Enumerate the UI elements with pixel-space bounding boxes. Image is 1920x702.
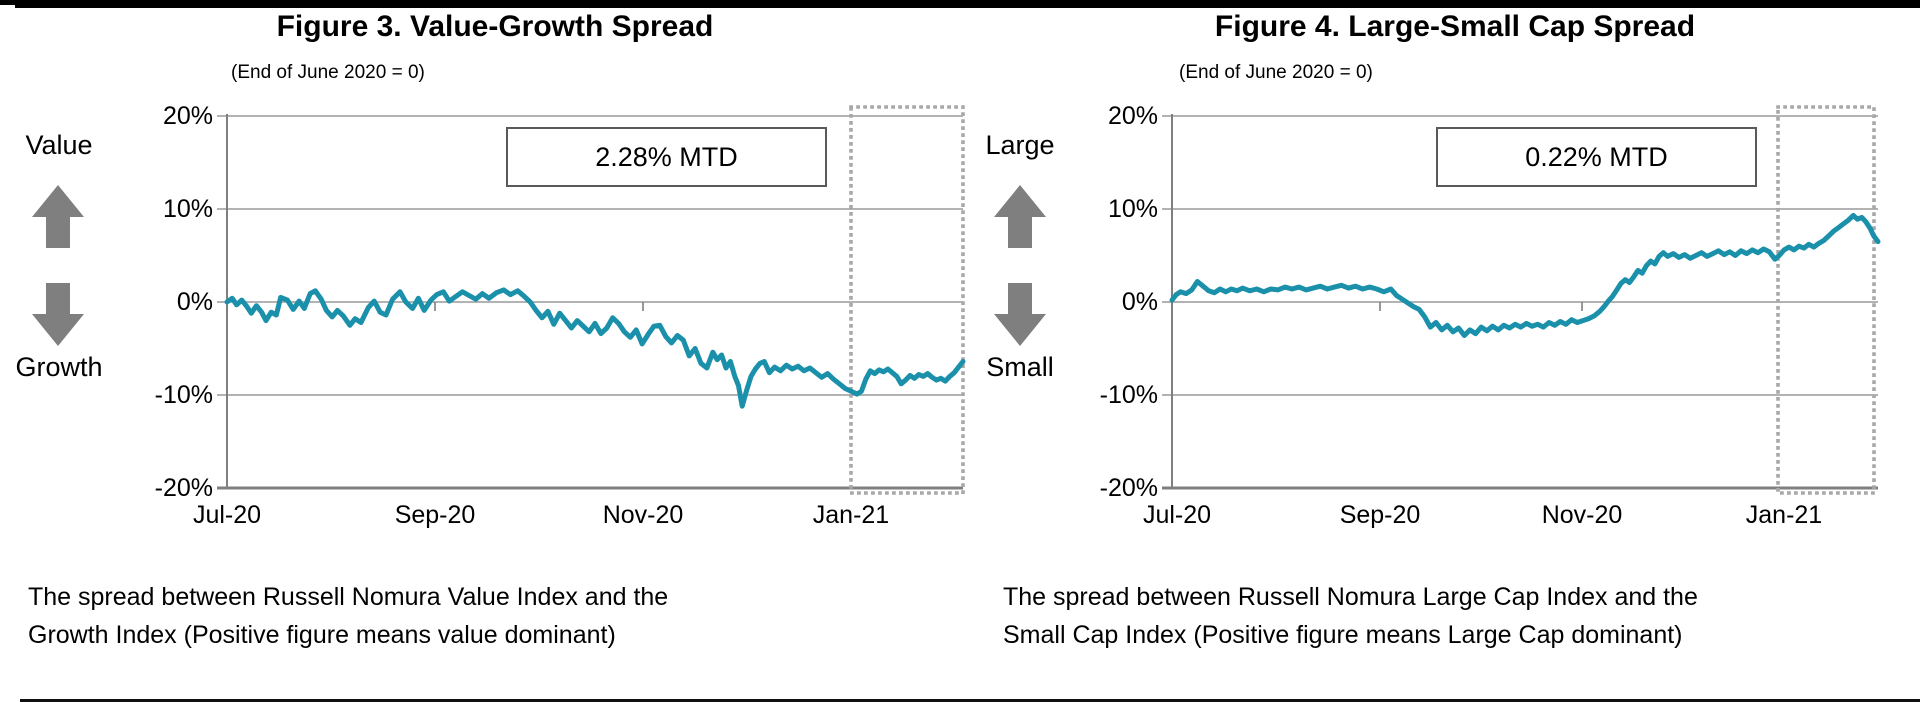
y-tick-label: -20% [1099, 474, 1158, 502]
series-line [1169, 213, 1881, 338]
figure4-up-label: Large [985, 130, 1055, 160]
figure4-down-label: Small [986, 352, 1054, 382]
x-tick-label: Nov-20 [602, 501, 684, 529]
caption-line: The spread between Russell Nomura Value … [28, 583, 669, 611]
figure3-down-label: Growth [15, 352, 103, 382]
y-tick-label: 0% [176, 288, 213, 316]
caption-line: The spread between Russell Nomura Large … [1003, 583, 1698, 611]
x-tick-label: Sep-20 [1339, 501, 1421, 529]
figure4-mtd-value: 0.22% MTD [1525, 142, 1668, 172]
figure3-caption: The spread between Russell Nomura Value … [28, 578, 668, 654]
x-tick-label: Nov-20 [1541, 501, 1623, 529]
top-border-notch [0, 5, 15, 8]
figure3-up-label: Value [25, 130, 93, 160]
x-tick-label: Jan-21 [812, 501, 890, 529]
figure3-mtd-value: 2.28% MTD [595, 142, 738, 172]
highlight-period-box [1776, 105, 1876, 495]
y-tick-label: 10% [162, 195, 213, 223]
y-tick-label: 20% [162, 102, 213, 130]
figure4-mtd-annotation-box: 0.22% MTD [1436, 127, 1757, 187]
figure4-subtitle: (End of June 2020 = 0) [1179, 62, 1373, 83]
down-arrow-icon [994, 283, 1046, 346]
y-tick-label: -10% [154, 381, 213, 409]
x-tick-label: Jul-20 [192, 501, 262, 529]
highlight-period-box [849, 105, 965, 495]
up-arrow-icon [994, 185, 1046, 248]
y-tick-label: 0% [1121, 288, 1158, 316]
y-tick-label: 10% [1107, 195, 1158, 223]
caption-line: Growth Index (Positive figure means valu… [28, 621, 616, 649]
figure3-subtitle: (End of June 2020 = 0) [231, 62, 425, 83]
y-tick-label: -20% [154, 474, 213, 502]
caption-line: Small Cap Index (Positive figure means L… [1003, 621, 1683, 649]
series-line [224, 287, 966, 409]
y-tick-label: 20% [1107, 102, 1158, 130]
figure4-caption: The spread between Russell Nomura Large … [1003, 578, 1698, 654]
top-border-bar [0, 0, 1920, 8]
down-arrow-icon [32, 283, 84, 346]
figure4-title: Figure 4. Large-Small Cap Spread [1214, 10, 1696, 43]
figure3-mtd-annotation-box: 2.28% MTD [506, 127, 827, 187]
x-tick-label: Jul-20 [1142, 501, 1212, 529]
figure3-title: Figure 3. Value-Growth Spread [276, 10, 714, 43]
up-arrow-icon [32, 185, 84, 248]
x-tick-label: Sep-20 [394, 501, 476, 529]
y-tick-label: -10% [1099, 381, 1158, 409]
x-tick-label: Jan-21 [1745, 501, 1823, 529]
bottom-border-line [20, 699, 1920, 702]
